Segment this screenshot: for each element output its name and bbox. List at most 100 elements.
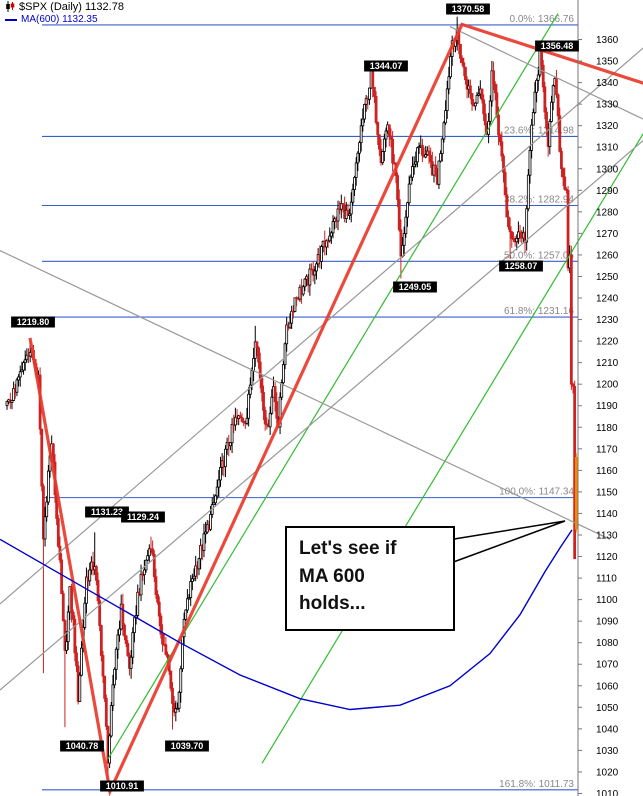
candle-body [5,401,9,407]
candle-body [470,93,474,105]
ma-legend-label: MA(600) 1132.35 [21,14,98,25]
axis-tick-label: 1190 [596,401,618,412]
fib-label: 38.2%: 1282.94 [504,195,574,206]
candle-body [541,64,545,88]
axis-tick-label: 1220 [596,337,619,348]
axis-tick-label: 1060 [596,681,619,692]
candle-body [447,76,451,90]
candle-body [103,675,107,699]
candle-body [364,98,368,105]
candle-body [571,383,575,387]
gray-downtrend-line [0,250,611,540]
candle-body [166,654,169,658]
candle-body [190,578,194,582]
candle-body [258,361,262,379]
candle-body [197,558,201,570]
candle-body [396,175,399,200]
green-channel-2-line [261,132,643,764]
candle-body [429,154,433,163]
candle-body [563,176,567,190]
candle-body [417,146,421,149]
chart-legend: $SPX (Daily) 1132.78 MA(600) 1132.35 [5,1,124,25]
candle-body [104,697,108,727]
candle-body [253,341,257,359]
candle-body [263,410,267,425]
candle-body [212,502,216,506]
candle-body [194,565,198,577]
candle-body [397,199,401,231]
candle-body [560,150,563,170]
axis-tick-label: 1160 [596,466,618,477]
candle-body [336,208,340,222]
candle-body [339,203,343,210]
candle-body [75,652,78,667]
candle-body [442,122,446,140]
candle-body [23,359,27,364]
candle-body [561,168,565,178]
candle-body [387,124,391,137]
candle-body [40,428,44,487]
axis-tick-label: 1080 [596,638,619,649]
candle-body [123,624,126,637]
candle-body [473,102,477,107]
axis-tick-label: 1330 [596,100,619,111]
candle-body [551,85,555,103]
candle-body [382,138,386,152]
axis-tick-label: 1250 [596,272,619,283]
candle-body [437,160,441,185]
candle-body [409,176,413,185]
price-label-text: 1039.70 [171,741,204,751]
price-label-text: 1370.58 [452,4,485,14]
candle-body [301,286,305,295]
candle-body [308,268,312,286]
candle-body [533,91,537,113]
candle-body [374,96,378,123]
candle-body [550,101,553,122]
candle-body [480,88,484,101]
candle-body [331,221,335,234]
candle-body [146,555,150,561]
candle-body [412,163,416,167]
candle-body [12,388,16,401]
candle-body [224,448,227,468]
candle-body [515,237,519,243]
candle-body [329,232,333,237]
candle-body [189,581,193,598]
axis-tick-label: 1050 [596,703,619,714]
candle-body [159,615,163,635]
candle-body [113,668,116,686]
axis-tick-label: 1320 [596,121,619,132]
candle-body [164,644,168,655]
axis-tick-label: 1290 [596,186,619,197]
axis-tick-label: 1180 [596,423,618,434]
candle-body [502,155,505,173]
candle-body [133,617,136,634]
candle-body [217,479,221,488]
candle-body [192,575,196,580]
price-label-box [446,3,490,15]
candle-body [468,85,472,94]
annotation-callout: Let's see if MA 600 holds... [285,526,455,631]
candle-body [341,203,345,206]
candle-body [215,486,219,497]
candle-body [172,703,176,713]
candle-body [99,625,103,656]
axis-tick-label: 1120 [596,552,618,563]
candle-body [233,416,237,426]
candle-body [564,188,568,191]
candle-body [381,151,385,164]
candle-body [465,79,469,90]
candle-body [73,618,77,654]
candle-body [268,412,272,428]
candle-body [202,533,206,551]
candle-body [61,593,65,622]
candle-body [349,201,353,215]
price-axis: 1360 1350 1340 1330 1320 1310 1300 1290 1280 1270… [577,0,619,796]
candle-body [22,362,25,371]
candle-body [88,569,92,582]
candle-body [373,86,376,97]
candle-body [181,636,184,670]
candle-body [114,648,118,670]
candle-body [28,351,32,357]
